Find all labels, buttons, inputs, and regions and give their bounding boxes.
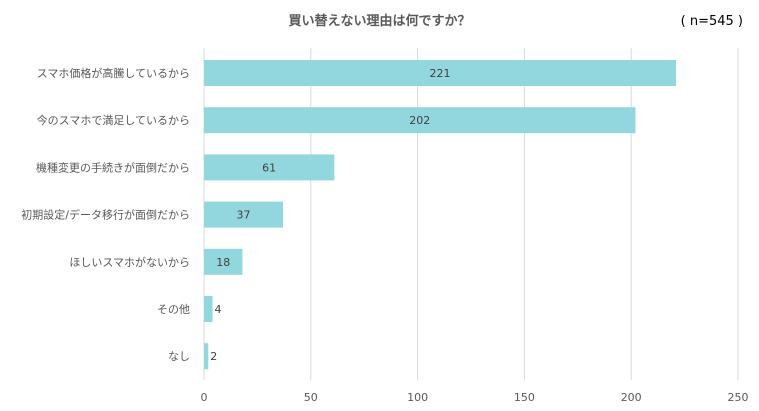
bar — [204, 343, 209, 370]
data-label: 4 — [215, 303, 222, 316]
category-label: 今のスマホで満足しているから — [37, 113, 190, 127]
category-label: ほしいスマホがないから — [69, 255, 190, 269]
data-label: 61 — [262, 161, 276, 174]
value-labels: 221 202 61 37 18 4 2 — [210, 67, 450, 363]
bar — [204, 296, 213, 322]
bars — [204, 60, 677, 370]
bar — [204, 154, 335, 181]
category-label: スマホ価格が高騰しているから — [37, 66, 190, 80]
category-labels: スマホ価格が高騰しているから今のスマホで満足しているから機種変更の手続きが面倒だ… — [21, 66, 190, 363]
chart-title: 買い替えない理由は何ですか？ — [288, 14, 471, 29]
bar — [204, 201, 284, 228]
x-axis-ticks: 0 50 100 150 200 250 — [201, 391, 749, 404]
category-label: なし — [168, 350, 190, 363]
bar — [204, 107, 636, 134]
data-label: 18 — [216, 256, 230, 269]
x-tick-label: 0 — [201, 391, 208, 404]
category-label: その他 — [157, 303, 190, 316]
data-label: 37 — [237, 209, 251, 222]
x-tick-label: 50 — [304, 391, 318, 404]
x-tick-label: 100 — [407, 391, 428, 404]
grid-lines — [203, 48, 739, 380]
bar — [204, 60, 677, 86]
data-label: 221 — [430, 67, 451, 80]
bar — [204, 248, 243, 275]
x-tick-label: 150 — [514, 391, 535, 404]
sample-size-label: ( n=545 ) — [680, 14, 743, 29]
category-label: 初期設定/データ移行が面倒だから — [21, 208, 190, 222]
x-tick-label: 200 — [621, 391, 642, 404]
data-label: 202 — [409, 114, 430, 127]
x-tick-label: 250 — [728, 391, 749, 404]
category-label: 機種変更の手続きが面倒だから — [36, 160, 190, 174]
data-label: 2 — [210, 350, 217, 363]
